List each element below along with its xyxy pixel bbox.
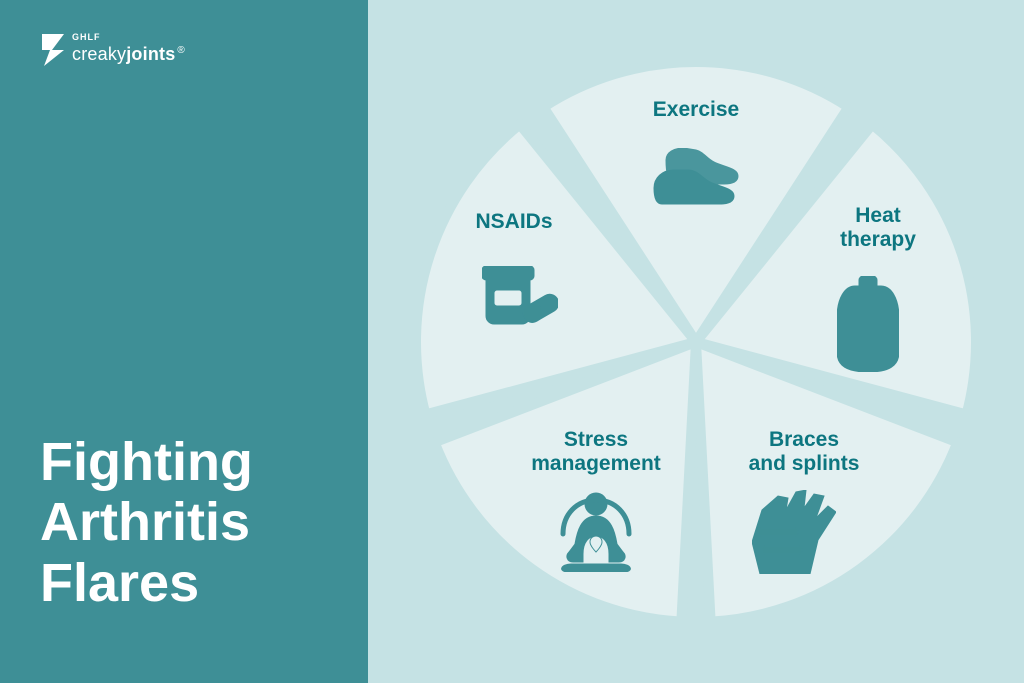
slice-label-stress-management: Stress management xyxy=(531,427,661,475)
pills-icon xyxy=(482,266,558,338)
sneakers-icon xyxy=(648,148,744,220)
slice-label-braces-splints: Braces and splints xyxy=(749,427,860,475)
slice-label-nsaids: NSAIDs xyxy=(475,209,552,233)
logo-brand: creakyjoints® xyxy=(72,44,185,64)
slice-label-exercise: Exercise xyxy=(653,97,739,121)
pie-chart: Exercise Heat therapy Braces and splints St… xyxy=(416,62,976,622)
wrist-brace-icon xyxy=(752,490,836,574)
logo: GHLF creakyjoints® xyxy=(40,32,328,66)
logo-text: GHLF creakyjoints® xyxy=(72,33,185,65)
right-panel: Exercise Heat therapy Braces and splints St… xyxy=(368,0,1024,683)
logo-mark-icon xyxy=(40,32,66,66)
page-title: Fighting Arthritis Flares xyxy=(40,432,253,613)
hot-water-bottle-icon xyxy=(837,276,899,372)
logo-ghlf: GHLF xyxy=(72,33,185,42)
left-panel: GHLF creakyjoints® Fighting Arthritis Fl… xyxy=(0,0,368,683)
meditation-icon xyxy=(551,492,641,572)
slice-label-heat-therapy: Heat therapy xyxy=(840,203,916,251)
